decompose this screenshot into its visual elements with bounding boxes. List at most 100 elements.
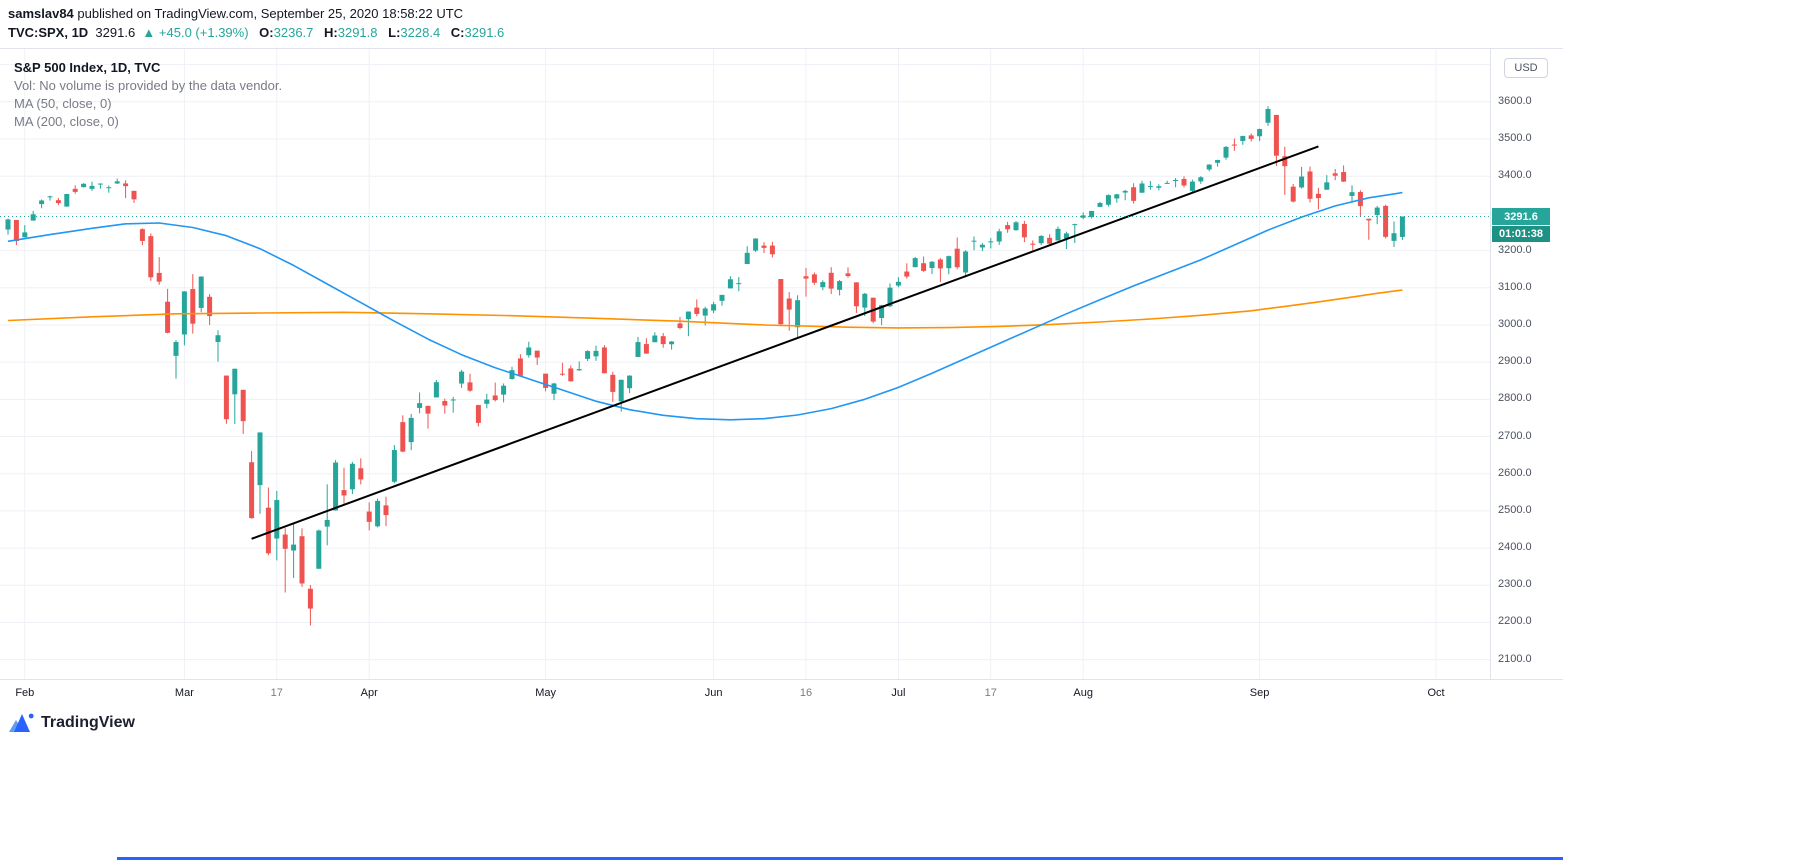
candle-body bbox=[366, 511, 372, 522]
candle-body bbox=[223, 375, 229, 420]
price-axis-label: 2500.0 bbox=[1498, 503, 1532, 516]
candle-body bbox=[946, 256, 952, 269]
symbol-label[interactable]: TVC:SPX, 1D bbox=[8, 25, 89, 40]
candle-body bbox=[1097, 203, 1103, 207]
candle-body bbox=[1198, 177, 1204, 182]
candle-body bbox=[291, 544, 297, 551]
candle-body bbox=[1324, 182, 1330, 190]
price-axis-label: 3600.0 bbox=[1498, 94, 1532, 107]
candle-body bbox=[89, 185, 95, 189]
candle-body bbox=[64, 194, 70, 207]
candle-body bbox=[307, 588, 313, 609]
legend-ma200[interactable]: MA (200, close, 0) bbox=[14, 114, 119, 129]
candle-body bbox=[492, 395, 498, 401]
time-axis-label: 17 bbox=[270, 687, 283, 699]
time-axis-label: 17 bbox=[984, 687, 997, 699]
candle-body bbox=[803, 276, 809, 279]
candle-body bbox=[39, 200, 45, 205]
price-axis-label: 3000.0 bbox=[1498, 317, 1532, 330]
candle-body bbox=[1307, 171, 1313, 199]
candle-body bbox=[963, 251, 969, 273]
candle-body bbox=[1366, 218, 1372, 221]
candle-body bbox=[139, 229, 145, 241]
attribution-line: samslav84 published on TradingView.com, … bbox=[8, 6, 463, 21]
candle-body bbox=[1105, 195, 1111, 205]
candle-body bbox=[1181, 178, 1187, 186]
candle-body bbox=[769, 245, 775, 255]
candle-body bbox=[1374, 207, 1380, 215]
candle-body bbox=[391, 450, 397, 482]
candle-body bbox=[627, 375, 633, 389]
candle-body bbox=[979, 244, 985, 248]
candle-body bbox=[1122, 190, 1128, 193]
candle-body bbox=[711, 304, 717, 311]
trendline[interactable] bbox=[251, 145, 1319, 540]
price-axis-label: 2800.0 bbox=[1498, 392, 1532, 405]
candle-body bbox=[114, 181, 120, 184]
legend-ma50[interactable]: MA (50, close, 0) bbox=[14, 96, 112, 111]
candle-body bbox=[744, 252, 750, 265]
candle-body bbox=[190, 289, 196, 324]
candle-body bbox=[459, 371, 465, 384]
candle-body bbox=[879, 305, 885, 319]
price-axis-label: 3500.0 bbox=[1498, 132, 1532, 144]
candle-body bbox=[1248, 135, 1254, 139]
author-link[interactable]: samslav84 bbox=[8, 6, 74, 21]
candle-body bbox=[601, 347, 607, 374]
candle-body bbox=[1055, 228, 1061, 241]
candle-body bbox=[853, 282, 859, 307]
candle-body bbox=[912, 258, 918, 268]
candle-body bbox=[1206, 164, 1212, 170]
candle-body bbox=[257, 432, 263, 486]
candle-body bbox=[795, 300, 801, 328]
candle-body bbox=[862, 293, 868, 308]
candle-body bbox=[299, 536, 305, 584]
candle-body bbox=[820, 282, 826, 288]
legend-volume-note[interactable]: Vol: No volume is provided by the data v… bbox=[14, 78, 283, 93]
candle-body bbox=[887, 287, 893, 307]
high-value: 3291.8 bbox=[337, 25, 378, 40]
candle-body bbox=[921, 263, 927, 271]
candle-body bbox=[786, 298, 792, 310]
candle-body bbox=[543, 373, 549, 388]
time-axis[interactable]: Feb Mar 17 Apr May Jun 16 Jul 17 Aug Sep Oct bbox=[0, 679, 1563, 706]
candle-body bbox=[1282, 156, 1288, 167]
candle-body bbox=[282, 534, 288, 549]
candle-body bbox=[1063, 233, 1069, 239]
candle-body bbox=[719, 294, 725, 301]
tradingview-footer: TradingView bbox=[8, 712, 135, 733]
candle-body bbox=[568, 368, 574, 382]
candle-body bbox=[1147, 186, 1153, 188]
candle-body bbox=[232, 368, 238, 395]
candle-body bbox=[585, 351, 591, 359]
high-label: H: bbox=[324, 25, 338, 40]
currency-toggle-button[interactable]: USD bbox=[1504, 58, 1548, 78]
tradingview-logo-icon[interactable] bbox=[8, 712, 34, 733]
candle-body bbox=[1080, 215, 1086, 218]
legend-series-title[interactable]: S&P 500 Index, 1D, TVC bbox=[14, 60, 161, 75]
candle-body bbox=[1030, 243, 1036, 245]
candle-body bbox=[652, 335, 658, 343]
candle-body bbox=[1273, 114, 1279, 156]
candle-body bbox=[22, 232, 28, 238]
price-axis-label: 2600.0 bbox=[1498, 466, 1532, 479]
candle-body bbox=[265, 507, 271, 554]
price-axis-label: 3400.0 bbox=[1498, 169, 1532, 182]
candle-body bbox=[1005, 225, 1011, 230]
candle-body bbox=[30, 214, 36, 221]
time-axis-label: Oct bbox=[1427, 687, 1445, 699]
price-axis[interactable]: USD 3291.6 01:01:38 3600.0 3500.0 3400.0 32… bbox=[1490, 49, 1563, 706]
close-label: C: bbox=[450, 25, 465, 40]
candle-body bbox=[341, 490, 347, 496]
price-chart-pane[interactable] bbox=[0, 49, 1490, 679]
tradingview-wordmark[interactable]: TradingView bbox=[41, 713, 135, 731]
time-axis-label: Feb bbox=[15, 687, 35, 699]
candle-body bbox=[778, 279, 784, 325]
candle-body bbox=[324, 519, 330, 527]
candle-body bbox=[198, 276, 204, 308]
candle-body bbox=[895, 281, 901, 286]
candle-body bbox=[349, 463, 355, 490]
candle-body bbox=[1114, 194, 1120, 199]
price-axis-label: 2700.0 bbox=[1498, 429, 1532, 442]
candle-body bbox=[1164, 182, 1170, 184]
